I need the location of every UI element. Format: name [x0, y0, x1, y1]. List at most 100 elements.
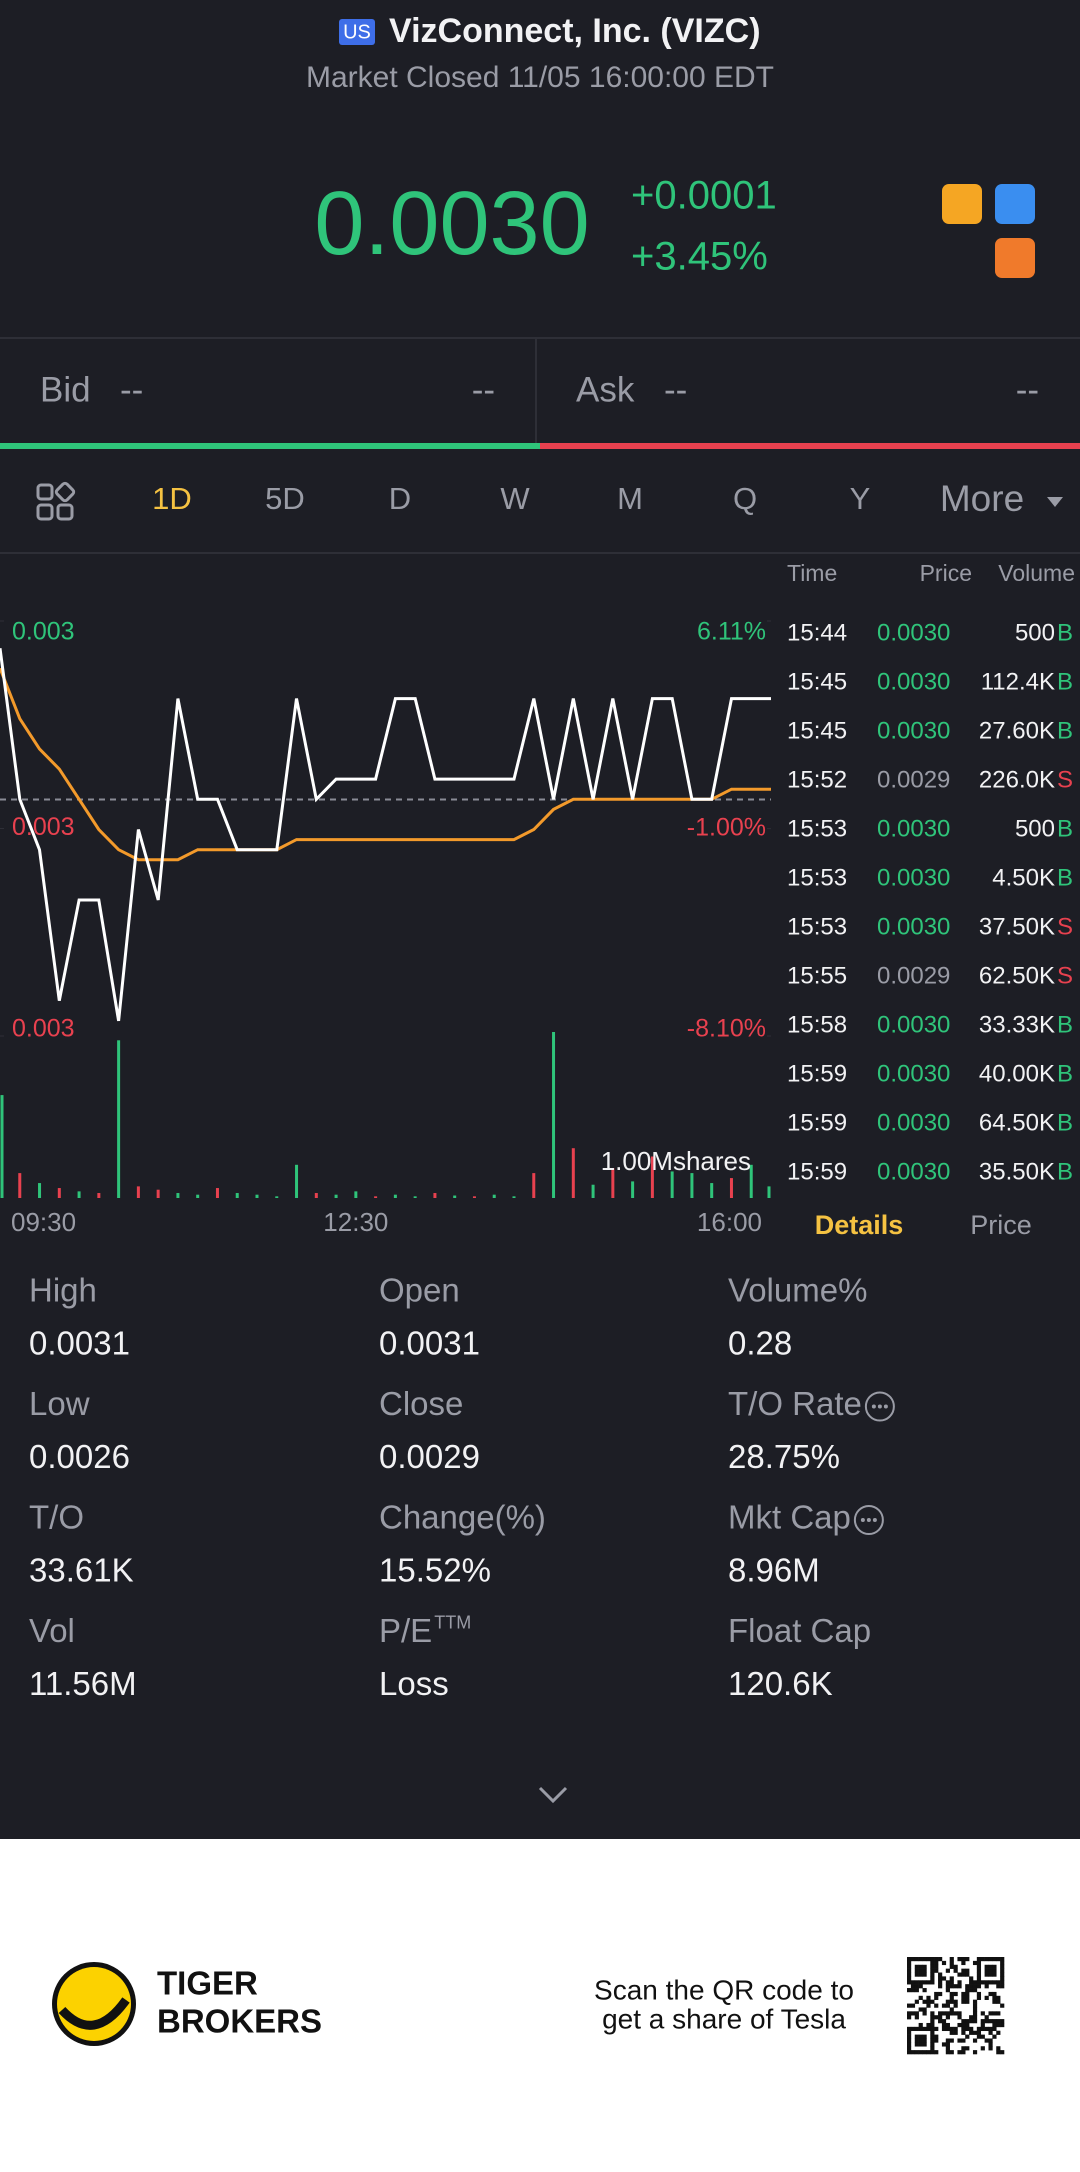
average-line: [0, 667, 771, 862]
qr-cell: [976, 1960, 982, 1966]
qr-cell: [907, 2015, 912, 2020]
qr-cell: [941, 1960, 947, 1966]
qr-cell: [945, 1999, 950, 2004]
volume-bar: [176, 1193, 180, 1198]
footer-background: [0, 1839, 1080, 2172]
qr-cell: [907, 2038, 912, 2043]
qr-cell: [910, 2026, 916, 2032]
info-icon[interactable]: [853, 1505, 884, 1535]
trade-price: 0.0030: [877, 717, 950, 744]
period-tab[interactable]: M: [617, 481, 643, 516]
layout-icon[interactable]: [36, 481, 76, 521]
qr-cell: [972, 2050, 978, 2055]
qr-cell: [941, 2003, 947, 2008]
period-tab[interactable]: 1D: [152, 481, 192, 516]
qr-cell: [930, 1968, 935, 1973]
trade-time: 15:45: [787, 668, 847, 695]
stat-label: High: [29, 1272, 97, 1309]
qr-cell: [930, 2019, 935, 2024]
trade-side: B: [1057, 717, 1073, 744]
qr-cell: [926, 2026, 931, 2032]
qr-cell: [934, 2038, 939, 2043]
price-tab[interactable]: Price: [970, 1210, 1032, 1240]
qr-cell: [972, 1999, 978, 2004]
qr-cell: [992, 1964, 997, 1969]
qr-cell: [922, 1957, 927, 1962]
qr-cell: [972, 2015, 978, 2020]
qr-cell: [953, 2030, 958, 2035]
period-tab[interactable]: Y: [850, 481, 871, 516]
period-tab[interactable]: W: [500, 481, 530, 516]
stat-label: Low: [29, 1385, 90, 1422]
qr-cell: [961, 1957, 966, 1962]
qr-cell: [930, 2026, 935, 2032]
trade-side: B: [1057, 1011, 1073, 1038]
trade-side: B: [1057, 1158, 1073, 1185]
qr-cell: [988, 2019, 993, 2024]
info-icon[interactable]: [864, 1391, 895, 1422]
qr-cell: [922, 2038, 927, 2043]
trade-time: 15:58: [787, 1011, 847, 1038]
qr-cell: [907, 1957, 912, 1962]
period-tab[interactable]: More: [940, 478, 1024, 519]
qr-cell: [938, 1991, 943, 1997]
volume-bar: [235, 1193, 239, 1198]
qr-cell: [934, 1968, 939, 1973]
qr-cell: [992, 1957, 997, 1962]
qr-cell: [945, 2042, 950, 2047]
qr-cell: [949, 1980, 954, 1985]
qr-cell: [1000, 1964, 1005, 1969]
volume-bar: [295, 1164, 299, 1198]
details-tab[interactable]: Details: [815, 1210, 904, 1240]
ask-bar: [540, 443, 1080, 449]
qr-cell: [922, 2034, 927, 2039]
qr-cell: [907, 1964, 912, 1969]
stat-label: T/O: [29, 1499, 84, 1536]
qr-cell: [961, 2019, 966, 2024]
expand-chevron[interactable]: [538, 1786, 568, 1804]
qr-cell: [996, 2050, 1001, 2055]
qr-cell: [949, 2011, 954, 2016]
trade-price: 0.0030: [877, 1011, 950, 1038]
qr-cell: [992, 1995, 997, 2000]
qr-cell: [1000, 2050, 1005, 2055]
qr-cell: [930, 2034, 935, 2039]
qr-cell: [996, 2011, 1001, 2016]
trade-volume: 40.00K: [979, 1060, 1055, 1087]
qr-cell: [996, 1999, 1001, 2004]
period-tab[interactable]: 5D: [265, 481, 305, 516]
qr-cell: [926, 2003, 931, 2008]
info-dot: [860, 1518, 865, 1522]
qr-cell: [949, 2038, 954, 2043]
qr-cell: [914, 1964, 919, 1969]
stat-value: 0.0031: [379, 1325, 480, 1362]
qr-cell: [1000, 2019, 1005, 2024]
qr-cell: [965, 2046, 970, 2051]
brand-name: BROKERS: [157, 2003, 322, 2040]
qr-cell: [945, 2026, 950, 2032]
qr-cell: [941, 2011, 947, 2016]
qr-cell: [988, 1991, 993, 1997]
volume-bar: [591, 1184, 595, 1198]
volume-bar: [690, 1173, 694, 1198]
qr-cell: [907, 1972, 912, 1977]
qr-cell: [907, 2046, 912, 2051]
qr-cell: [938, 2011, 943, 2016]
qr-cell: [907, 2030, 912, 2035]
bid-label: Bid: [40, 370, 91, 409]
qr-cell: [957, 2022, 962, 2028]
period-tab[interactable]: Q: [733, 481, 757, 516]
background: [0, 0, 1080, 1839]
qr-cell: [949, 2030, 954, 2035]
qr-cell: [918, 1972, 923, 1977]
qr-cell: [918, 1984, 923, 1989]
x-tick-label: 12:30: [323, 1207, 388, 1237]
x-tick-label: 09:30: [11, 1207, 76, 1237]
qr-cell: [907, 2003, 912, 2008]
qr-cell: [992, 1999, 997, 2004]
qr-cell: [907, 1980, 912, 1985]
qr-cell: [984, 2026, 989, 2032]
period-tab[interactable]: D: [389, 481, 411, 516]
qr-cell: [914, 1980, 919, 1985]
